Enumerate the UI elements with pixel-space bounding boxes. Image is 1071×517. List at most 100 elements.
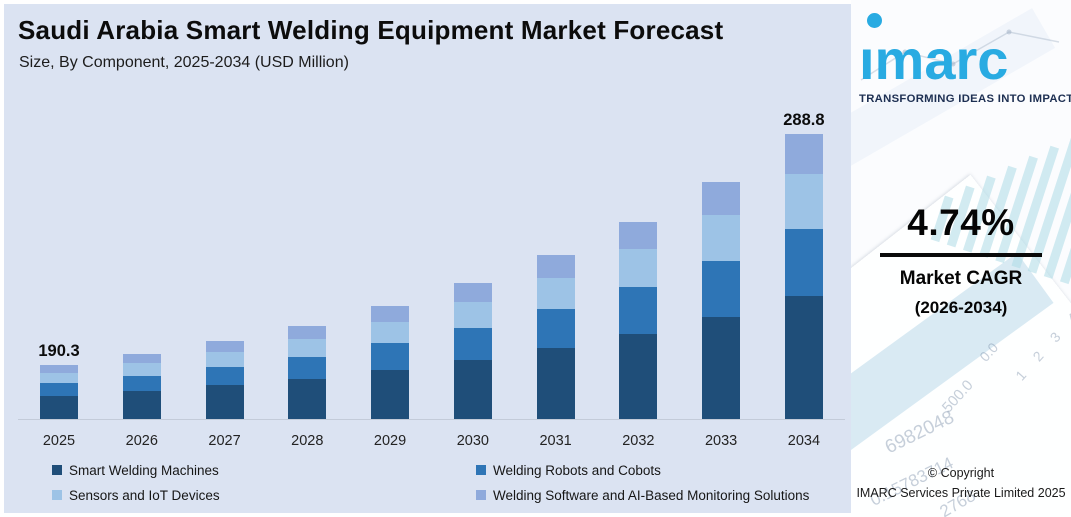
stacked-bar-2025 xyxy=(40,365,78,419)
x-tick-label: 2031 xyxy=(539,433,572,449)
bar-segment xyxy=(702,182,741,215)
stacked-bar-2030 xyxy=(453,283,492,419)
bar-segment xyxy=(536,255,575,278)
x-tick-label: 2027 xyxy=(208,433,241,449)
bar-segment xyxy=(536,348,575,419)
x-tick-label: 2028 xyxy=(291,433,324,449)
chart-subtitle: Size, By Component, 2025-2034 (USD Milli… xyxy=(19,54,349,71)
bar-segment xyxy=(784,296,823,419)
bar-group-2030 xyxy=(432,260,514,419)
x-axis-labels: 2025 2026 2027 2028 2029 2030 2031 2032 2033 2034 xyxy=(18,433,845,449)
bar-segment xyxy=(40,372,78,383)
bar-segment xyxy=(619,249,658,288)
bar-segment xyxy=(40,365,78,373)
x-tick-label: 2025 xyxy=(42,433,76,449)
bar-segment xyxy=(702,214,741,261)
bar-segment xyxy=(122,375,161,392)
copyright-line1: © Copyright xyxy=(927,466,995,481)
plot-area: 190.3 288.8 xyxy=(18,89,845,420)
legend-label: Welding Software and AI-Based Monitoring… xyxy=(493,487,810,503)
bar-group-2028 xyxy=(266,303,348,419)
cagr-value: 4.74% xyxy=(907,202,1015,243)
legend-swatch-icon xyxy=(476,490,486,500)
chart-title: Saudi Arabia Smart Welding Equipment Mar… xyxy=(18,15,724,45)
stacked-bar-2028 xyxy=(288,326,327,419)
bar-segment xyxy=(371,370,410,419)
bar-segment xyxy=(702,316,741,419)
bar-segment xyxy=(122,391,161,419)
x-tick-label: 2029 xyxy=(373,433,407,449)
chart-area: Saudi Arabia Smart Welding Equipment Mar… xyxy=(4,4,851,513)
bar-segment xyxy=(288,378,327,419)
bar-segment xyxy=(205,351,244,367)
legend-swatch-icon xyxy=(52,465,62,475)
bar-segment xyxy=(453,301,492,329)
decor-line-chart xyxy=(860,29,1060,81)
x-tick-label: 2033 xyxy=(704,433,738,449)
legend: Smart Welding Machines Welding Robots and… xyxy=(52,458,843,507)
bar-segment xyxy=(205,366,244,386)
bar-segment xyxy=(205,341,244,352)
bar-segment xyxy=(453,360,492,419)
logo-wordmark: ımarc xyxy=(859,28,1009,91)
bar-segment xyxy=(536,277,575,310)
stacked-bar-2032 xyxy=(619,222,658,419)
stacked-bar-2029 xyxy=(371,306,410,419)
bar-segment xyxy=(453,328,492,361)
cagr-divider xyxy=(880,253,1042,257)
legend-item: Smart Welding Machines xyxy=(52,458,476,482)
stacked-bar-2034 xyxy=(784,134,823,419)
bar-segment xyxy=(702,260,741,317)
bar-segment xyxy=(288,338,327,357)
bar-segment xyxy=(371,321,410,344)
bar-segment xyxy=(40,382,78,396)
bar-group-2033 xyxy=(680,159,762,419)
x-tick-label: 2034 xyxy=(787,433,821,449)
legend-item: Sensors and IoT Devices xyxy=(52,483,476,507)
stacked-bar-2031 xyxy=(536,255,575,419)
legend-swatch-icon xyxy=(476,465,486,475)
bar-data-label: 288.8 xyxy=(783,111,825,129)
bar-group-2027 xyxy=(184,318,266,419)
legend-label: Sensors and IoT Devices xyxy=(69,487,220,503)
legend-item: Welding Software and AI-Based Monitoring… xyxy=(476,483,843,507)
x-tick-label: 2030 xyxy=(456,433,489,449)
legend-label: Smart Welding Machines xyxy=(69,462,219,478)
bar-segment xyxy=(205,385,244,419)
imarc-logo: ımarc TRANSFORMING IDEAS INTO IMPACT xyxy=(859,10,1071,105)
bar-group-2031 xyxy=(515,232,597,419)
stacked-bar-2026 xyxy=(122,354,161,419)
legend-item: Welding Robots and Cobots xyxy=(476,458,843,482)
legend-swatch-icon xyxy=(52,490,62,500)
stacked-bar-2027 xyxy=(205,341,244,419)
copyright-line2: IMARC Services Private Limited 2025 xyxy=(856,485,1066,500)
bar-segment xyxy=(619,287,658,335)
stacked-bar-2033 xyxy=(702,182,741,419)
logo-dot-icon xyxy=(867,13,882,28)
cagr-label: Market CAGR xyxy=(899,268,1023,289)
bar-segment xyxy=(122,354,161,363)
bar-group-2025: 190.3 xyxy=(18,342,100,419)
bar-segment xyxy=(536,309,575,349)
cagr-period: (2026-2034) xyxy=(914,298,1008,317)
bar-segment xyxy=(122,362,161,376)
copyright: © Copyright IMARC Services Private Limit… xyxy=(851,464,1071,503)
x-tick-label: 2026 xyxy=(125,433,158,449)
cagr-callout: 4.74% Market CAGR (2026-2034) xyxy=(851,202,1071,318)
bar-segment xyxy=(619,222,658,250)
bar-segment xyxy=(784,134,823,174)
x-tick-label: 2032 xyxy=(622,433,655,449)
bar-group-2026 xyxy=(101,331,183,419)
bar-segment xyxy=(288,356,327,379)
bar-segment xyxy=(619,334,658,419)
bar-group-2029 xyxy=(349,283,431,419)
bar-data-label: 190.3 xyxy=(38,342,80,360)
brand-panel: 500.0 0.0 1 2 3 4 6982048 0.15783714 276… xyxy=(851,0,1071,517)
bar-group-2034: 288.8 xyxy=(763,111,845,419)
bar-segment xyxy=(784,173,823,229)
bar-segment xyxy=(371,306,410,322)
bar-segment xyxy=(288,326,327,339)
bar-segment xyxy=(371,343,410,371)
legend-label: Welding Robots and Cobots xyxy=(493,462,661,478)
